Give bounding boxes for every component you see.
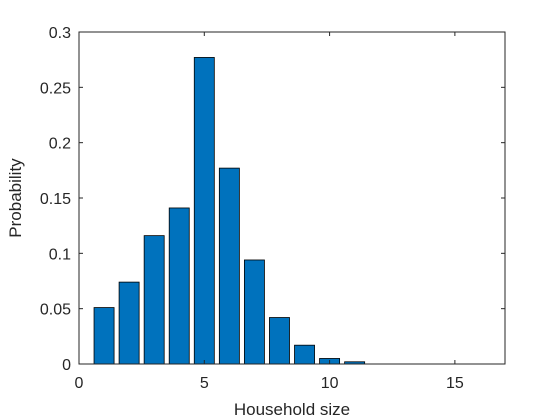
y-ticks-group: 0 0.05 0.1 0.15 0.2 0.25 0.3 (40, 25, 505, 374)
x-tick-label: 10 (321, 375, 339, 392)
x-ticks-group: 0 5 10 15 (75, 32, 464, 392)
bar-household-size-3 (143, 235, 165, 365)
y-tick-label: 0.05 (40, 302, 71, 319)
bar-household-size-1 (93, 307, 115, 365)
bar-household-size-2 (118, 281, 140, 365)
bar-household-size-7 (243, 259, 265, 365)
y-tick-label: 0.15 (40, 191, 71, 208)
bar-household-size-4 (168, 207, 190, 365)
plot-area (79, 32, 505, 364)
x-tick-label: 15 (446, 375, 464, 392)
bar-household-size-5 (193, 57, 215, 365)
x-tick-label: 0 (75, 375, 84, 392)
y-tick-label: 0.1 (49, 246, 71, 263)
bar-household-size-9 (294, 344, 315, 365)
y-tick-label: 0 (62, 357, 71, 374)
bar-household-size-6 (218, 167, 240, 365)
y-tick-label: 0.2 (49, 136, 71, 153)
bar-household-size-8 (269, 317, 290, 365)
bars-group (93, 57, 366, 365)
y-tick-label: 0.25 (40, 80, 71, 97)
y-axis-label: Probability (6, 158, 25, 238)
x-axis-label: Household size (234, 400, 350, 419)
x-tick-label: 5 (200, 375, 209, 392)
y-tick-label: 0.3 (49, 25, 71, 42)
